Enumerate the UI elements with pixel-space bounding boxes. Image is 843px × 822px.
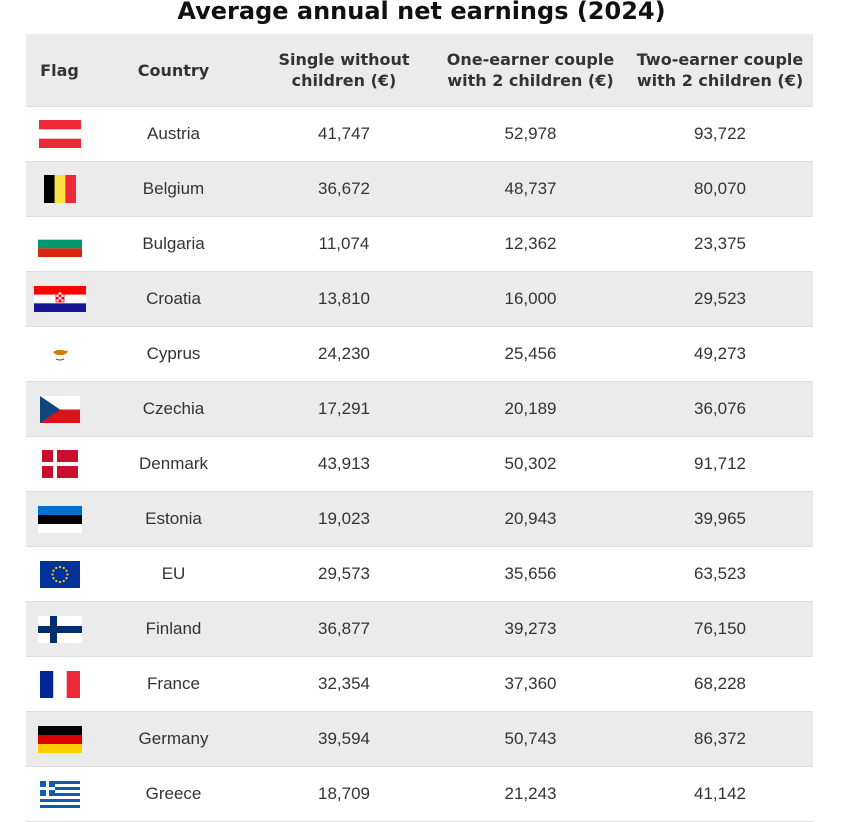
two-earner-cell: 93,722 (627, 106, 813, 162)
flag-cell (26, 161, 93, 217)
flag-cell (26, 216, 93, 272)
header-one-earner: One-earner couple with 2 children (€) (434, 34, 627, 107)
one-earner-cell: 21,243 (434, 766, 627, 822)
single-cell: 24,230 (254, 326, 434, 382)
header-country: Country (93, 34, 254, 107)
one-earner-cell: 48,737 (434, 161, 627, 217)
country-cell: Greece (93, 766, 254, 822)
one-earner-cell: 35,656 (434, 546, 627, 602)
cyprus-flag-icon (38, 340, 81, 368)
single-cell: 36,877 (254, 601, 434, 657)
belgium-flag-icon (43, 175, 76, 203)
country-cell: Finland (93, 601, 254, 657)
one-earner-cell: 16,000 (434, 271, 627, 327)
two-earner-cell: 23,375 (627, 216, 813, 272)
flag-cell (26, 656, 93, 712)
one-earner-cell: 50,302 (434, 436, 627, 492)
two-earner-cell: 49,273 (627, 326, 813, 382)
single-cell: 11,074 (254, 216, 434, 272)
bulgaria-flag-icon (37, 231, 82, 257)
flag-cell (26, 601, 93, 657)
single-cell: 41,747 (254, 106, 434, 162)
one-earner-cell: 25,456 (434, 326, 627, 382)
table-row: Austria 41,747 52,978 93,722 (26, 106, 813, 162)
single-cell: 13,810 (254, 271, 434, 327)
table-row: Denmark 43,913 50,302 91,712 (26, 436, 813, 492)
country-cell: Austria (93, 106, 254, 162)
table-row: Croatia 13,810 16,000 29,523 (26, 271, 813, 327)
one-earner-cell: 39,273 (434, 601, 627, 657)
two-earner-cell: 80,070 (627, 161, 813, 217)
flag-cell (26, 106, 93, 162)
two-earner-cell: 39,965 (627, 491, 813, 547)
two-earner-cell: 76,150 (627, 601, 813, 657)
two-earner-cell: 36,076 (627, 381, 813, 437)
table-row: Czechia 17,291 20,189 36,076 (26, 381, 813, 437)
flag-cell (26, 326, 93, 382)
two-earner-cell: 86,372 (627, 711, 813, 767)
one-earner-cell: 52,978 (434, 106, 627, 162)
single-cell: 18,709 (254, 766, 434, 822)
country-cell: Germany (93, 711, 254, 767)
table-row: France 32,354 37,360 68,228 (26, 656, 813, 712)
country-cell: EU (93, 546, 254, 602)
two-earner-cell: 63,523 (627, 546, 813, 602)
single-cell: 39,594 (254, 711, 434, 767)
single-cell: 32,354 (254, 656, 434, 712)
one-earner-cell: 20,943 (434, 491, 627, 547)
two-earner-cell: 41,142 (627, 766, 813, 822)
table-row: Germany 39,594 50,743 86,372 (26, 711, 813, 767)
country-cell: Denmark (93, 436, 254, 492)
single-cell: 36,672 (254, 161, 434, 217)
single-cell: 17,291 (254, 381, 434, 437)
flag-cell (26, 766, 93, 822)
country-cell: Czechia (93, 381, 254, 437)
one-earner-cell: 37,360 (434, 656, 627, 712)
austria-flag-icon (38, 120, 81, 148)
finland-flag-icon (37, 615, 82, 643)
two-earner-cell: 91,712 (627, 436, 813, 492)
table-row: Greece 18,709 21,243 41,142 (26, 766, 813, 822)
table-row: Bulgaria 11,074 12,362 23,375 (26, 216, 813, 272)
one-earner-cell: 20,189 (434, 381, 627, 437)
flag-cell (26, 491, 93, 547)
czechia-flag-icon (39, 395, 80, 423)
eu-flag-icon (39, 560, 80, 588)
france-flag-icon (39, 670, 80, 698)
earnings-table: Flag Country Single without children (€)… (26, 34, 813, 822)
table-header-row: Flag Country Single without children (€)… (26, 34, 813, 107)
header-flag: Flag (26, 34, 93, 107)
flag-cell (26, 711, 93, 767)
croatia-flag-icon (33, 286, 86, 312)
country-cell: Estonia (93, 491, 254, 547)
table-row: EU 29,573 35,656 63,523 (26, 546, 813, 602)
table-row: Belgium 36,672 48,737 80,070 (26, 161, 813, 217)
country-cell: Bulgaria (93, 216, 254, 272)
estonia-flag-icon (37, 505, 82, 533)
single-cell: 29,573 (254, 546, 434, 602)
country-cell: Cyprus (93, 326, 254, 382)
one-earner-cell: 12,362 (434, 216, 627, 272)
country-cell: Croatia (93, 271, 254, 327)
two-earner-cell: 29,523 (627, 271, 813, 327)
table-row: Finland 36,877 39,273 76,150 (26, 601, 813, 657)
two-earner-cell: 68,228 (627, 656, 813, 712)
page-title: Average annual net earnings (2024) (177, 0, 666, 25)
one-earner-cell: 50,743 (434, 711, 627, 767)
table-row: Cyprus 24,230 25,456 49,273 (26, 326, 813, 382)
header-two-earner: Two-earner couple with 2 children (€) (627, 34, 813, 107)
country-cell: France (93, 656, 254, 712)
single-cell: 43,913 (254, 436, 434, 492)
flag-cell (26, 546, 93, 602)
header-single: Single without children (€) (254, 34, 434, 107)
flag-cell (26, 271, 93, 327)
country-cell: Belgium (93, 161, 254, 217)
single-cell: 19,023 (254, 491, 434, 547)
table-row: Estonia 19,023 20,943 39,965 (26, 491, 813, 547)
greece-flag-icon (39, 780, 80, 808)
flag-cell (26, 436, 93, 492)
germany-flag-icon (37, 725, 82, 753)
denmark-flag-icon (41, 450, 78, 478)
flag-cell (26, 381, 93, 437)
